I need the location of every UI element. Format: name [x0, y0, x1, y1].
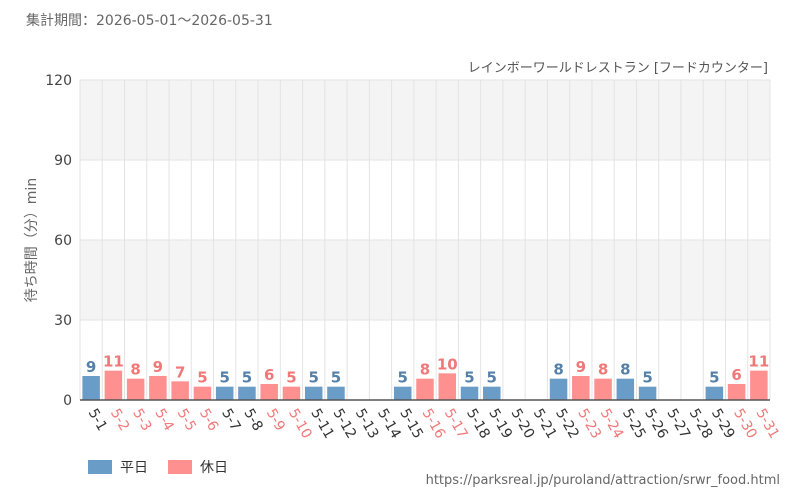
- data-label-5-9: 6: [264, 366, 274, 384]
- bar-5-6: [193, 386, 212, 400]
- data-label-5-22: 8: [553, 361, 563, 379]
- bar-5-8: [238, 386, 256, 400]
- x-tick-label: 5-8: [240, 406, 265, 434]
- bar-5-30: [727, 384, 746, 400]
- bar-5-1: [82, 376, 100, 400]
- data-label-5-7: 5: [219, 369, 229, 387]
- legend-label-weekday: 平日: [120, 460, 148, 476]
- legend-item-weekday: 平日: [88, 457, 148, 477]
- data-label-5-1: 9: [86, 358, 96, 376]
- chart-bands: [80, 80, 770, 320]
- bar-5-5: [171, 381, 189, 400]
- x-tick-label: 5-5: [174, 406, 199, 434]
- y-axis-label: 待ち時間（分）min: [24, 178, 40, 302]
- bar-5-11: [304, 386, 323, 400]
- data-label-5-12: 5: [331, 369, 341, 387]
- chart-bars: 9 11 8 9 7 5 5 5 6 5 5 5 5 8 105 5 8 9 8 8 5 5 611: [82, 353, 769, 400]
- legend-item-holiday: 休日: [168, 457, 228, 477]
- bar-5-3: [126, 378, 145, 400]
- x-tick-label: 5-2: [107, 406, 132, 434]
- bar-5-24: [594, 378, 612, 400]
- x-tick-label: 5-4: [151, 406, 176, 434]
- y-tick-label: 30: [54, 313, 72, 329]
- bar-5-31: [750, 370, 768, 400]
- x-tick-label: 5-7: [218, 406, 243, 434]
- data-label-5-18: 5: [464, 369, 474, 387]
- x-tick-label: 5-3: [129, 406, 154, 434]
- bar-5-23: [572, 376, 590, 400]
- data-label-5-8: 5: [242, 369, 252, 387]
- x-tick-label: 5-9: [263, 406, 288, 434]
- chart-title: レインボーワールドレストラン [フードカウンター]: [468, 61, 768, 76]
- data-label-5-29: 5: [709, 369, 719, 387]
- bar-5-18: [460, 386, 479, 400]
- data-label-5-4: 9: [153, 358, 163, 376]
- y-tick-label: 90: [54, 153, 72, 169]
- data-label-5-2: 11: [103, 353, 124, 371]
- data-label-5-31: 11: [748, 353, 769, 371]
- y-tick-label: 60: [54, 233, 72, 249]
- chart-band: [80, 240, 770, 320]
- bar-5-22: [549, 378, 568, 400]
- bar-5-12: [327, 386, 345, 400]
- bar-5-10: [282, 386, 301, 400]
- x-tick-label: 5-31: [752, 406, 782, 442]
- data-label-5-16: 8: [420, 361, 430, 379]
- bar-5-15: [393, 386, 412, 400]
- bar-5-26: [638, 386, 657, 400]
- period-label: 集計期間：2026-05-01～2026-05-31: [26, 13, 273, 29]
- chart-band: [80, 80, 770, 160]
- bar-5-7: [215, 386, 234, 400]
- data-label-5-25: 8: [620, 361, 630, 379]
- data-label-5-15: 5: [398, 369, 408, 387]
- bar-5-17: [438, 373, 457, 400]
- data-label-5-17: 10: [437, 355, 458, 373]
- chart-grid: [79, 79, 771, 400]
- bar-5-2: [104, 370, 123, 400]
- data-label-5-6: 5: [197, 369, 207, 387]
- data-label-5-5: 7: [175, 363, 185, 381]
- data-label-5-23: 9: [576, 358, 586, 376]
- bar-5-19: [483, 386, 501, 400]
- data-label-5-11: 5: [308, 369, 318, 387]
- legend: 平日 休日: [88, 457, 228, 477]
- bar-5-25: [616, 378, 635, 400]
- y-tick-label: 120: [45, 73, 72, 89]
- x-tick-label: 5-1: [85, 406, 110, 434]
- data-label-5-24: 8: [598, 361, 608, 379]
- legend-swatch-weekday: [88, 460, 112, 474]
- x-tick-label: 5-6: [196, 406, 221, 434]
- bar-5-4: [149, 376, 167, 400]
- data-label-5-26: 5: [642, 369, 652, 387]
- data-label-5-10: 5: [286, 369, 296, 387]
- bar-5-16: [416, 378, 434, 400]
- y-tick-label: 0: [63, 393, 72, 409]
- source-url[interactable]: https://parksreal.jp/puroland/attraction…: [425, 473, 780, 488]
- bar-5-29: [705, 386, 724, 400]
- bar-5-9: [260, 384, 278, 400]
- legend-label-holiday: 休日: [200, 460, 228, 476]
- data-label-5-3: 8: [130, 361, 140, 379]
- data-label-5-19: 5: [487, 369, 497, 387]
- data-label-5-30: 6: [731, 366, 741, 384]
- legend-swatch-holiday: [168, 460, 192, 474]
